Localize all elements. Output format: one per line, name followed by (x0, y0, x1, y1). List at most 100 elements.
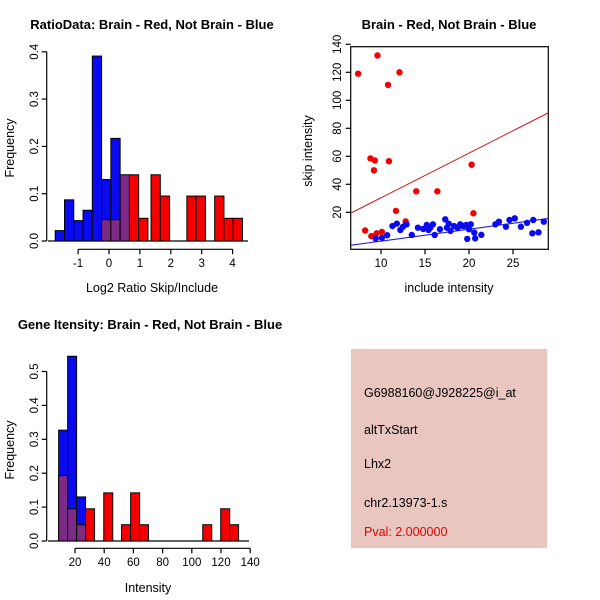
scatter-point-blue (471, 235, 479, 242)
scatter-point-red (371, 157, 379, 164)
x-tick-label: 80 (156, 557, 169, 569)
scatter-point-blue (431, 231, 438, 239)
scatter-point-red (361, 227, 369, 234)
hist-bar-purple (101, 219, 112, 242)
scatter-point-red (354, 70, 362, 77)
ratio_hist-panel: -1 0 1 2 3 4 0.0 0.1 0.2 0.3 0.4 RatioData: Brain -… (3, 17, 274, 295)
scatter-point-blue (414, 224, 422, 231)
scatter-point-blue (436, 226, 444, 233)
chart-title: RatioData: Brain - Red, Not Brain - Blue (30, 17, 273, 32)
x-axis-label: Intensity (125, 581, 172, 595)
chromosome-text: chr2.13973-1.s (364, 496, 448, 510)
y-tick-label: 0.4 (29, 397, 41, 414)
x-tick-label: 100 (182, 557, 201, 569)
x-tick-label: 4 (229, 258, 236, 270)
scatter-point-blue (383, 232, 391, 239)
y-tick-label: 20 (332, 206, 344, 219)
scatter-point-blue (478, 231, 485, 239)
scatter-point-blue (523, 219, 531, 226)
scatter-point-blue (408, 231, 415, 239)
hist-bar-red (232, 217, 243, 242)
y-tick-label: 0.1 (29, 499, 41, 515)
scatter-point-red (468, 161, 475, 168)
x-tick-label: 140 (241, 557, 260, 569)
y-tick-label: 0.0 (29, 233, 41, 249)
scatter-point-blue (403, 221, 410, 228)
scatter-point-blue (467, 221, 474, 228)
y-axis-label: skip intensity (301, 114, 315, 186)
regression-line-brain_fit (350, 112, 549, 214)
scatter-point-blue (511, 215, 518, 222)
y-axis-label: Frequency (3, 420, 17, 480)
x-tick-label: 0 (106, 258, 112, 270)
hist-bar-red (223, 217, 234, 242)
scatter-point-blue (465, 226, 473, 233)
hist-bar-blue (91, 55, 103, 242)
hist-bar-blue (54, 230, 66, 242)
hist-bar-purple (119, 174, 130, 242)
y-tick-label: 80 (332, 122, 344, 135)
scatter-point-red (385, 158, 393, 165)
scatter-point-red (413, 188, 420, 195)
x-tick-label: 2 (168, 258, 174, 270)
hist-bar-red (130, 492, 141, 542)
x-tick-label: 120 (211, 557, 230, 569)
hist-bar-blue (82, 209, 93, 242)
hist-bar-red (150, 174, 161, 242)
scatter-point-red (392, 207, 400, 215)
hist-bar-red (214, 195, 225, 242)
x-tick-label: 20 (69, 557, 82, 569)
scatter-point-red (470, 210, 477, 217)
scatter-point-blue (540, 218, 547, 225)
scatter-point-blue (447, 227, 454, 235)
scatter-point-red (396, 69, 403, 76)
hist-bar-red (121, 524, 132, 542)
scatter-point-red (374, 52, 381, 59)
scatter-point-blue (502, 223, 510, 230)
x-tick-label: 3 (198, 258, 204, 270)
event-type-text: altTxStart (364, 423, 418, 437)
x-tick-label: 25 (507, 258, 520, 270)
hist-bar-purple (76, 524, 87, 542)
hist-bar-red (229, 524, 240, 542)
scatter-point-blue (378, 234, 386, 241)
scatter-point-blue (529, 230, 536, 237)
scatter-point-blue (442, 216, 449, 223)
chart-title: Gene Itensity: Brain - Red, Not Brain - … (18, 317, 282, 332)
y-tick-label: 0.3 (29, 91, 41, 107)
hist-bar-purple (67, 508, 78, 542)
scatter-point-blue (445, 220, 452, 227)
chart-title: Brain - Red, Not Brain - Blue (362, 17, 537, 32)
y-tick-label: 0.2 (29, 465, 41, 481)
x-tick-label: 40 (98, 557, 111, 569)
scatter-point-blue (464, 235, 471, 243)
scatter-point-blue (517, 223, 525, 230)
y-tick-label: 0.1 (29, 186, 41, 202)
scatter-point-red (384, 81, 392, 89)
hist-bar-purple (110, 219, 121, 242)
hist-bar-red (128, 174, 140, 242)
y-tick-label: 140 (332, 35, 344, 54)
y-tick-label: 0.5 (29, 364, 41, 380)
x-tick-label: 10 (375, 258, 388, 270)
hist-bar-red (138, 217, 149, 242)
y-tick-label: 0.2 (29, 138, 41, 154)
scatter-point-red (373, 230, 380, 237)
y-tick-label: 120 (332, 63, 344, 82)
hist-bar-red (103, 492, 114, 542)
scatter-point-red (378, 228, 386, 236)
x-tick-label: 20 (463, 258, 476, 270)
scatter-point-blue (471, 229, 478, 236)
scatter-point-blue (535, 229, 542, 236)
hist-bar-red (220, 508, 231, 542)
hist-bar-blue (64, 199, 75, 242)
hist-bar-red (85, 508, 96, 542)
hist-bar-red (159, 195, 171, 242)
x-tick-label: 15 (419, 258, 432, 270)
hist-bar-red (195, 195, 206, 242)
scatter-point-blue (429, 221, 437, 228)
scatter-point-red (370, 167, 378, 174)
plot-box (350, 46, 549, 250)
probe-id-text: G6988160@J928225@i_at (364, 386, 516, 400)
